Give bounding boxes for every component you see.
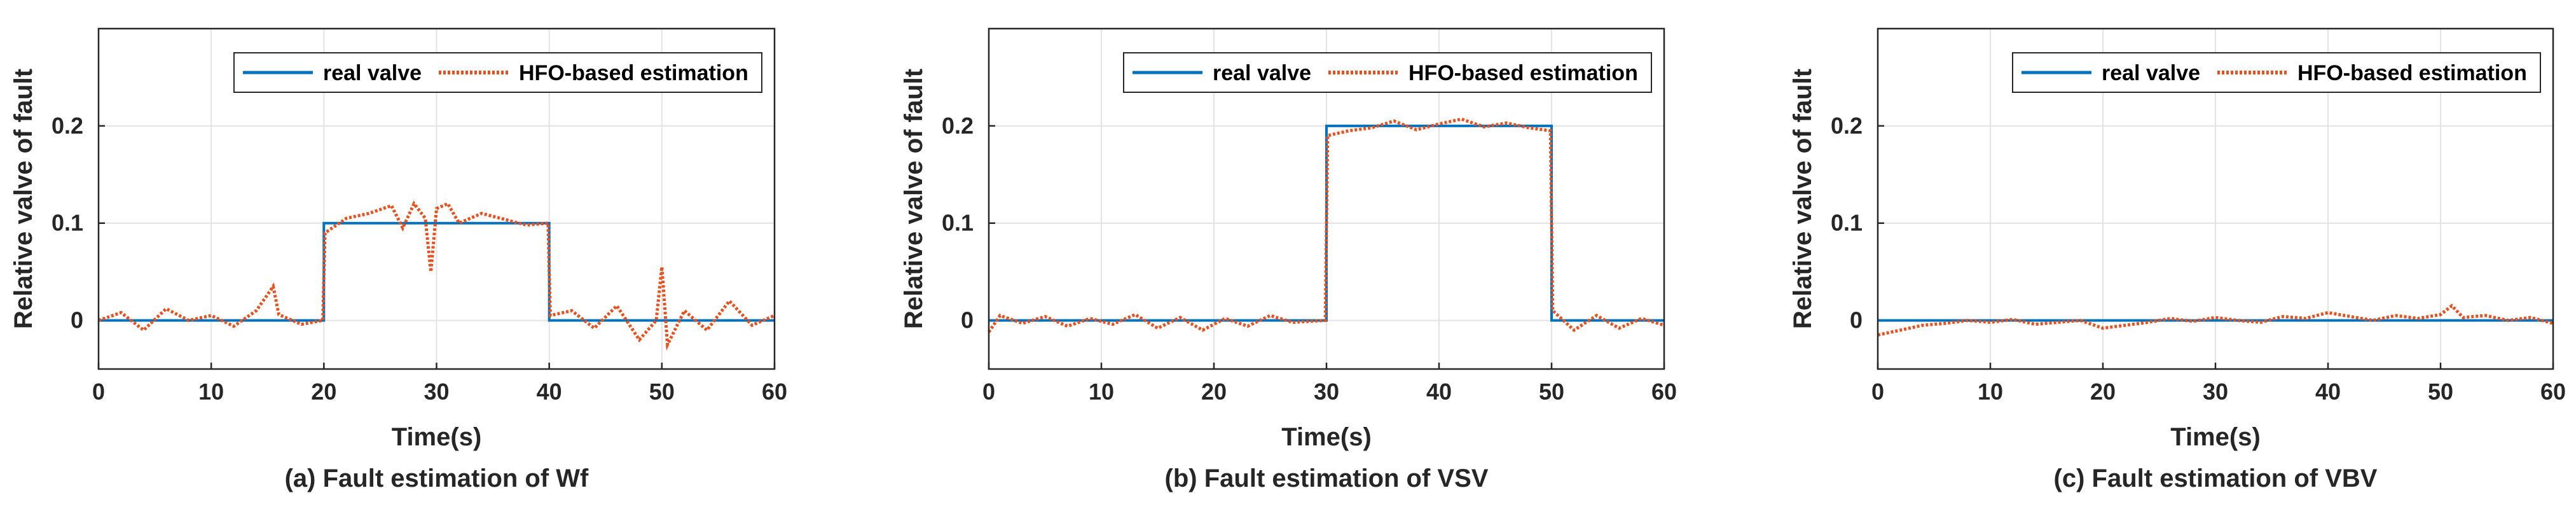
x-tick-labels: 0 10 20 30 40 50 60 — [982, 379, 1677, 405]
legend: real valve HFO-based estimation — [2012, 52, 2541, 93]
x-tick-label: 60 — [1651, 379, 1677, 405]
x-tick-labels: 0 10 20 30 40 50 60 — [92, 379, 787, 405]
y-axis-label: Relative valve of fault — [900, 69, 928, 329]
y-tick-label: 0.2 — [1831, 113, 1863, 139]
legend-entry-hfo-estimation: HFO-based estimation — [519, 61, 748, 85]
axes-box — [97, 27, 776, 370]
chart-panel-a: 0 10 20 30 40 50 60 0 0.1 0.2 Time(s) Relative v… — [10, 27, 787, 492]
x-tick-label: 20 — [311, 379, 336, 405]
x-tick-label: 20 — [2090, 379, 2116, 405]
x-axis-label: Time(s) — [392, 423, 482, 451]
panel-caption: (b) Fault estimation of VSV — [1165, 464, 1489, 492]
x-tick-label: 30 — [1314, 379, 1339, 405]
x-tick-label: 10 — [1978, 379, 2003, 405]
series-hfo-estimation-line — [1877, 303, 2554, 337]
legend: real valve HFO-based estimation — [1123, 52, 1652, 93]
data-series — [98, 200, 775, 351]
chart-panel-b: 0 10 20 30 40 50 60 0 0.1 0.2 Time(s) Relative v… — [900, 27, 1677, 492]
y-tick-labels: 0 0.1 0.2 — [942, 113, 974, 333]
legend-entry-real-valve: real valve — [2102, 61, 2200, 85]
y-tick-labels: 0 0.1 0.2 — [52, 113, 83, 333]
data-series — [1877, 303, 2554, 337]
x-tick-label: 10 — [1089, 379, 1114, 405]
legend-entry-hfo-estimation: HFO-based estimation — [2297, 61, 2527, 85]
x-tick-label: 30 — [2203, 379, 2228, 405]
y-tick-label: 0.2 — [52, 113, 83, 139]
x-tick-label: 50 — [649, 379, 675, 405]
panel-caption: (c) Fault estimation of VBV — [2054, 464, 2378, 492]
y-axis-label: Relative valve of fault — [10, 69, 38, 329]
x-tick-label: 20 — [1201, 379, 1227, 405]
x-tick-labels: 0 10 20 30 40 50 60 — [1871, 379, 2566, 405]
x-tick-label: 40 — [2315, 379, 2341, 405]
axes-box — [1877, 27, 2554, 370]
y-tick-labels: 0 0.1 0.2 — [1831, 113, 1863, 333]
y-tick-label: 0.1 — [52, 210, 83, 236]
x-tick-label: 10 — [198, 379, 224, 405]
x-tick-label: 0 — [92, 379, 105, 405]
series-hfo-estimation-line — [987, 117, 1665, 333]
x-axis-label: Time(s) — [2170, 423, 2261, 451]
x-tick-label: 40 — [537, 379, 562, 405]
y-tick-label: 0 — [961, 307, 974, 333]
legend-entry-hfo-estimation: HFO-based estimation — [1409, 61, 1638, 85]
y-tick-label: 0.1 — [942, 210, 974, 236]
x-tick-label: 60 — [2540, 379, 2566, 405]
x-tick-label: 60 — [762, 379, 787, 405]
y-axis-label: Relative valve of fault — [1789, 69, 1817, 329]
x-tick-label: 50 — [2428, 379, 2453, 405]
axes-box — [988, 27, 1665, 370]
x-tick-label: 0 — [1871, 379, 1884, 405]
x-axis-label: Time(s) — [1281, 423, 1372, 451]
y-tick-label: 0 — [71, 307, 83, 333]
data-series — [987, 117, 1665, 333]
legend-entry-real-valve: real valve — [323, 61, 422, 85]
chart-panel-c: 0 10 20 30 40 50 60 0 0.1 0.2 Time(s) Relative v… — [1789, 27, 2566, 492]
panel-caption: (a) Fault estimation of Wf — [285, 464, 589, 492]
series-real-valve-line — [989, 124, 1664, 322]
y-tick-label: 0.1 — [1831, 210, 1863, 236]
y-tick-label: 0.2 — [942, 113, 974, 139]
legend-entry-real-valve: real valve — [1213, 61, 1311, 85]
series-hfo-estimation-line — [98, 200, 775, 351]
legend: real valve HFO-based estimation — [233, 52, 762, 93]
x-tick-label: 30 — [424, 379, 449, 405]
x-tick-label: 50 — [1539, 379, 1564, 405]
x-tick-label: 0 — [982, 379, 995, 405]
x-tick-label: 40 — [1426, 379, 1452, 405]
y-tick-label: 0 — [1850, 307, 1863, 333]
